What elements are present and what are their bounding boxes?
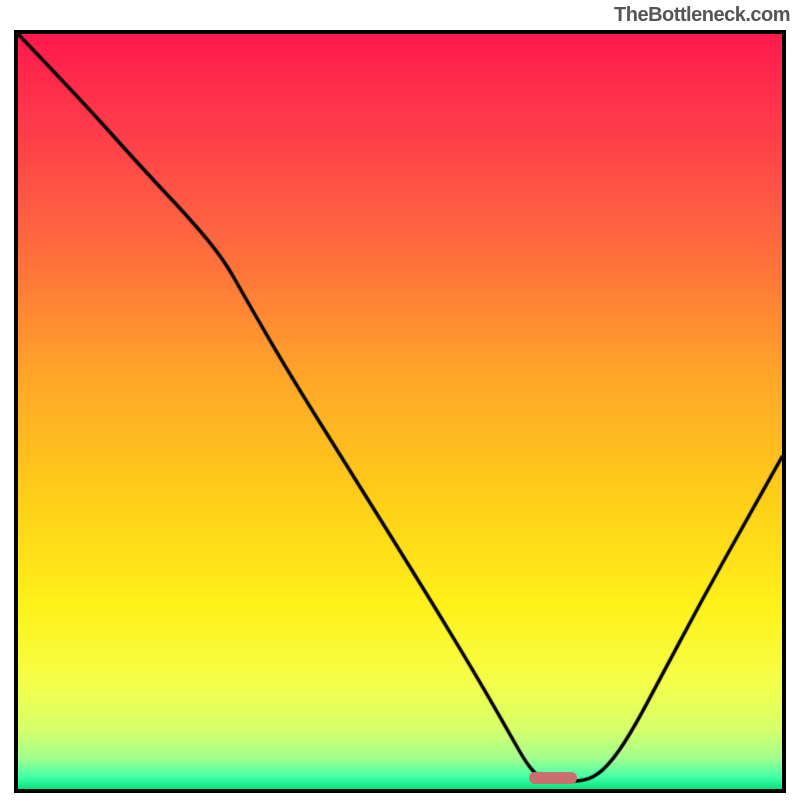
chart-line [18,34,782,789]
chart-plot-area [14,30,786,793]
optimal-marker [529,772,577,784]
watermark-text: TheBottleneck.com [614,4,790,27]
